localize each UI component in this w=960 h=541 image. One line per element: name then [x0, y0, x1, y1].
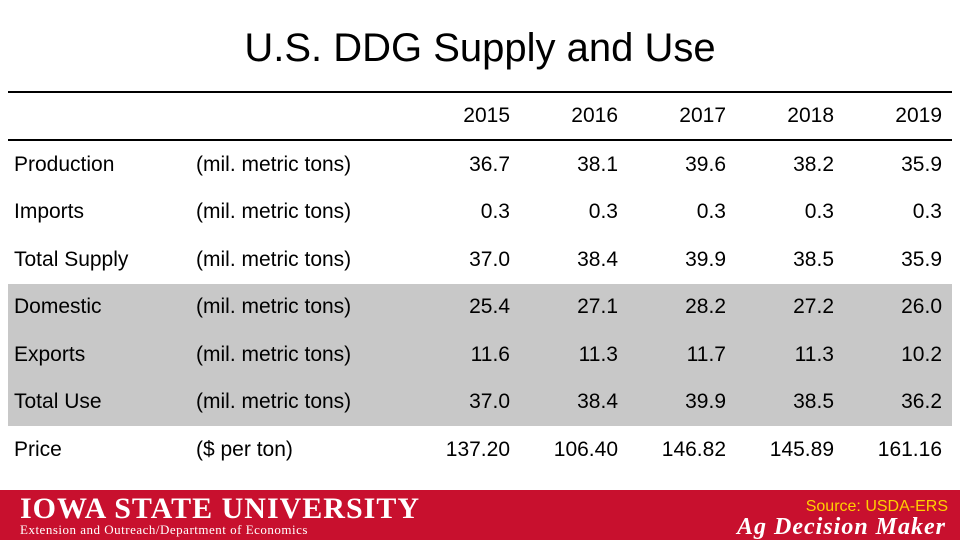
- table-cell: 0.3: [912, 200, 942, 224]
- table-cell: 27.2: [736, 283, 844, 331]
- table-cell: 11.6: [412, 331, 520, 379]
- table-cell: 36.7: [469, 152, 510, 176]
- table-cell: 38.4: [520, 378, 628, 426]
- header-unit-blank: [190, 91, 412, 141]
- table-cell: 38.2: [793, 152, 834, 176]
- table-cell: 38.1: [577, 152, 618, 176]
- table-cell: 39.6: [685, 152, 726, 176]
- row-label: Total Use: [8, 378, 190, 426]
- header-label-blank: [8, 91, 190, 141]
- header-row: 2015 2016 2017 2018 2019: [8, 91, 952, 141]
- table-row: Production (mil. metric tons) 36.7 38.1 39.6…: [8, 140, 952, 189]
- table-cell: 39.9: [628, 378, 736, 426]
- year-header: 2015: [412, 91, 520, 141]
- row-label: Total Supply: [14, 247, 129, 271]
- table-cell: 0.3: [480, 200, 510, 224]
- table-cell: 10.2: [844, 331, 952, 379]
- table-cell: 28.2: [628, 283, 736, 331]
- table-cell: 0.3: [588, 200, 618, 224]
- row-unit: ($ per ton): [196, 437, 293, 461]
- table-cell: 146.82: [661, 437, 726, 461]
- row-unit: (mil. metric tons): [196, 200, 352, 224]
- table-row: Total Supply (mil. metric tons) 37.0 38.4 39…: [8, 236, 952, 284]
- year-header: 2016: [520, 91, 628, 141]
- department-text: Extension and Outreach/Department of Eco…: [20, 522, 308, 537]
- footer-bar: IOWA STATE UNIVERSITY Extension and Outr…: [0, 490, 960, 540]
- row-label: Price: [14, 437, 62, 461]
- table-cell: 0.3: [804, 200, 834, 224]
- row-unit: (mil. metric tons): [190, 378, 412, 426]
- table-cell: 106.40: [553, 437, 618, 461]
- row-label: Domestic: [8, 283, 190, 331]
- table-row: Price ($ per ton) 137.20 106.40 146.82 145.89…: [8, 426, 952, 474]
- row-unit: (mil. metric tons): [190, 283, 412, 331]
- table-cell: 0.3: [696, 200, 726, 224]
- table-cell: 37.0: [412, 378, 520, 426]
- year-header: 2019: [844, 91, 952, 141]
- source-text: Source: USDA-ERS: [805, 498, 948, 515]
- row-label: Exports: [8, 331, 190, 379]
- row-unit: (mil. metric tons): [196, 152, 352, 176]
- table-cell: 39.9: [685, 247, 726, 271]
- row-unit: (mil. metric tons): [190, 331, 412, 379]
- table-cell: 11.3: [736, 331, 844, 379]
- table-row: Exports (mil. metric tons) 11.6 11.3 11.7 11.…: [8, 331, 952, 379]
- table-cell: 26.0: [844, 283, 952, 331]
- table-row: Imports (mil. metric tons) 0.3 0.3 0.3 0.3 0.3: [8, 189, 952, 237]
- table-cell: 38.5: [793, 247, 834, 271]
- table-cell: 145.89: [769, 437, 834, 461]
- table-cell: 35.9: [901, 247, 942, 271]
- table-cell: 35.9: [901, 152, 942, 176]
- table-cell: 37.0: [469, 247, 510, 271]
- brand-logo: Ag Decision Maker: [737, 514, 946, 540]
- year-header: 2018: [736, 91, 844, 141]
- table-cell: 38.4: [577, 247, 618, 271]
- table-cell: 36.2: [844, 378, 952, 426]
- table-cell: 11.3: [520, 331, 628, 379]
- supply-use-table: 2015 2016 2017 2018 2019 Production (mil.…: [8, 91, 952, 474]
- row-label: Production: [14, 152, 115, 176]
- table-cell: 11.7: [628, 331, 736, 379]
- table-row: Domestic (mil. metric tons) 25.4 27.1 28.2 27…: [8, 283, 952, 331]
- row-label: Imports: [14, 200, 85, 224]
- table-row: Total Use (mil. metric tons) 37.0 38.4 39.9 3…: [8, 378, 952, 426]
- table-cell: 161.16: [877, 437, 942, 461]
- row-unit: (mil. metric tons): [196, 247, 352, 271]
- table-cell: 27.1: [520, 283, 628, 331]
- year-header: 2017: [628, 91, 736, 141]
- table-cell: 38.5: [736, 378, 844, 426]
- university-logo: IOWA STATE UNIVERSITY: [20, 492, 420, 525]
- table-cell: 25.4: [412, 283, 520, 331]
- page-title: U.S. DDG Supply and Use: [244, 26, 716, 70]
- table-cell: 137.20: [445, 437, 510, 461]
